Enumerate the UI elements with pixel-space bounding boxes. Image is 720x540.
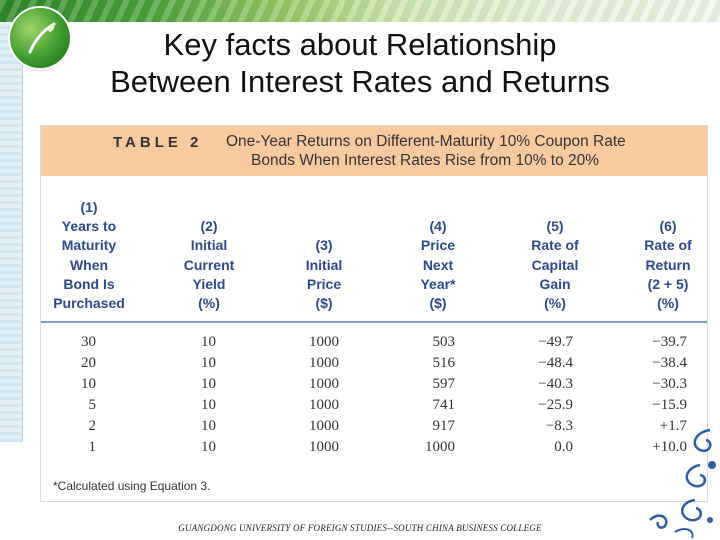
slide-title: Key facts about Relationship Between Int… (40, 26, 680, 100)
data-column: 10 10 10 10 10 10 (136, 332, 216, 458)
table-cell: 10 (201, 418, 216, 434)
slide-footer: GUANGDONG UNIVERSITY OF FOREIGN STUDIES-… (178, 523, 542, 533)
column-header-line: When (69, 256, 109, 273)
column-header-line: Initial (305, 256, 343, 273)
column-header-line: Capital (531, 256, 579, 273)
column-header-line: Maturity (61, 237, 117, 254)
column-header: (6) Rate of Return (2 + 5) (%) (608, 217, 720, 313)
table-cell: +1.7 (659, 418, 687, 434)
column-header-line: (4) (429, 218, 447, 235)
table-cell: −39.7 (652, 334, 687, 350)
column-header: (5) Rate of Capital Gain (%) (495, 217, 615, 313)
table-cell: −15.9 (652, 397, 687, 413)
table-cell: −40.3 (538, 376, 573, 392)
column-header-line: Yield (192, 275, 226, 292)
column-header-line: Year* (420, 275, 456, 292)
table-cell: 1000 (309, 334, 339, 350)
column-header-line: (%) (198, 295, 220, 311)
data-column: −39.7 −38.4 −30.3 −15.9 +1.7 +10.0 (607, 332, 687, 458)
table-cell: 5 (88, 397, 97, 413)
table-cell: 10 (81, 376, 96, 392)
table-cell: −8.3 (545, 418, 573, 434)
top-banner (0, 0, 720, 22)
bond-returns-table: TABLE 2 One-Year Returns on Different-Ma… (40, 125, 708, 502)
column-header-line: Gain (539, 275, 571, 292)
column-header-line: Current (183, 256, 235, 273)
header-rule (41, 321, 707, 323)
table-header-band: TABLE 2 One-Year Returns on Different-Ma… (41, 126, 707, 176)
decorative-swirl-icon (649, 428, 716, 539)
column-header-line: Initial (190, 237, 228, 254)
table-cell: 503 (432, 334, 456, 350)
data-column: 1000 1000 1000 1000 1000 1000 (259, 332, 339, 458)
table-cell: −48.4 (538, 355, 573, 371)
table-cell: 30 (81, 334, 96, 350)
table-title-line-2: Bonds When Interest Rates Rise from 10% … (251, 152, 600, 169)
column-header: (3) Initial Price ($) (264, 236, 384, 313)
table-cell: 1 (88, 439, 97, 455)
table-cell: 10 (201, 376, 216, 392)
column-header-line: (3) (315, 237, 333, 254)
column-header-line: (5) (546, 218, 564, 235)
table-cell: −38.4 (652, 355, 687, 371)
column-header-line: ($) (429, 295, 447, 311)
data-column: 503 516 597 741 917 1000 (375, 332, 455, 458)
column-header-line: (%) (544, 295, 566, 311)
table-cell: 1000 (309, 397, 339, 413)
table-cell: 741 (432, 397, 456, 413)
column-header: (2) Initial Current Yield (%) (149, 217, 269, 313)
column-header-line: (6) (659, 218, 677, 235)
column-header-line: Price (420, 237, 456, 254)
leaf-logo-icon (10, 8, 70, 68)
column-header-line: Return (645, 256, 691, 273)
column-header-line: (2) (200, 218, 218, 235)
slide-title-line-2: Between Interest Rates and Returns (110, 64, 610, 99)
column-header-line: Years to (61, 218, 117, 235)
column-header-line: ($) (315, 295, 333, 311)
table-cell: 597 (432, 376, 456, 392)
table-cell: 917 (432, 418, 456, 434)
table-cell: −49.7 (538, 334, 573, 350)
table-cell: 1000 (309, 418, 339, 434)
table-cell: 1000 (309, 439, 339, 455)
table-title: One-Year Returns on Different-Maturity 1… (226, 132, 666, 170)
table-cell: −30.3 (652, 376, 687, 392)
column-header-line: Rate of (531, 237, 579, 254)
table-cell: 516 (432, 355, 456, 371)
table-cell: 10 (201, 334, 216, 350)
table-cell: 10 (201, 355, 216, 371)
table-cell: 20 (81, 355, 96, 371)
column-header-line: (%) (657, 295, 679, 311)
table-cell: 1000 (425, 439, 455, 455)
column-header: (4) Price Next Year* ($) (378, 217, 498, 313)
column-header-line: Price (306, 275, 342, 292)
data-column: 30 20 10 5 2 1 (16, 332, 96, 458)
column-header-line: Next (422, 256, 454, 273)
column-header-line: (2 + 5) (647, 275, 689, 292)
table-cell: 1000 (309, 376, 339, 392)
table-cell: 10 (201, 439, 216, 455)
slide-title-line-1: Key facts about Relationship (163, 27, 557, 62)
table-label: TABLE 2 (113, 134, 203, 151)
table-cell: 10 (201, 397, 216, 413)
table-cell: +10.0 (652, 439, 687, 455)
side-decoration-strip (0, 22, 23, 442)
column-header-line: Rate of (644, 237, 692, 254)
table-cell: −25.9 (538, 397, 573, 413)
column-header-line: (1) (80, 199, 98, 215)
column-header-line: Purchased (53, 295, 125, 312)
table-cell: 0.0 (554, 439, 573, 455)
data-column: −49.7 −48.4 −40.3 −25.9 −8.3 0.0 (493, 332, 573, 458)
column-header-line: Bond Is (63, 275, 115, 292)
table-cell: 2 (88, 418, 97, 434)
table-footnote: *Calculated using Equation 3. (53, 479, 211, 493)
table-cell: 1000 (309, 355, 339, 371)
table-title-line-1: One-Year Returns on Different-Maturity 1… (226, 133, 626, 150)
column-header: (1) Years to Maturity When Bond Is Purchased (29, 198, 149, 313)
